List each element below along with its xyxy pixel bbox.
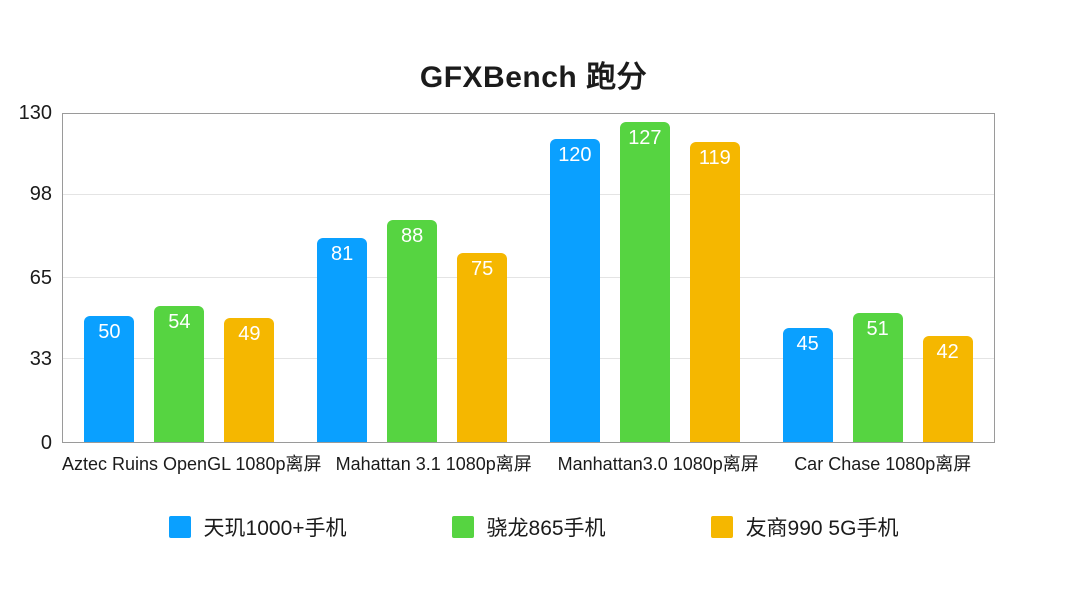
x-axis-cell: Aztec Ruins OpenGL 1080p离屏 — [62, 450, 321, 476]
y-tick-label: 0 — [40, 432, 52, 454]
bar: 127 — [619, 121, 670, 442]
bar-value-label: 120 — [558, 144, 592, 167]
x-axis-label: Aztec Ruins OpenGL 1080p离屏 — [62, 454, 322, 474]
gridline — [63, 357, 994, 359]
x-axis-cell: Mahattan 3.1 1080p离屏 — [321, 450, 546, 476]
bar-group: 81 88 75 — [296, 114, 529, 442]
legend-item: 友商990 5G手机 — [710, 512, 899, 542]
legend-label: 友商990 5G手机 — [745, 517, 899, 540]
y-axis: 0 33 65 98 130 — [0, 102, 52, 454]
y-tick-label: 130 — [18, 102, 52, 124]
bar: 45 — [782, 328, 833, 442]
y-tick-label: 98 — [29, 183, 52, 206]
bar-value-label: 88 — [401, 224, 424, 247]
bar: 51 — [852, 313, 903, 442]
bar-value-label: 45 — [796, 333, 819, 356]
x-axis-label: Mahattan 3.1 1080p离屏 — [335, 454, 532, 474]
bar-value-label: 127 — [628, 126, 662, 149]
y-tick-label: 33 — [29, 348, 52, 371]
x-axis: Aztec Ruins OpenGL 1080p离屏 Mahattan 3.1 1… — [62, 450, 995, 476]
legend-item: 天玑1000+手机 — [168, 512, 347, 542]
bar-value-label: 51 — [866, 318, 889, 341]
legend: 天玑1000+手机 骁龙865手机 友商990 5G手机 — [0, 512, 1067, 542]
gridline — [63, 277, 994, 278]
gridline — [63, 193, 994, 195]
bar: 75 — [457, 252, 508, 442]
bar-value-label: 75 — [471, 257, 494, 280]
plot-area: 50 54 49 81 88 75 120 127 119 45 51 42 — [62, 113, 995, 443]
bar: 119 — [689, 141, 740, 442]
chart-title: GFXBench 跑分 — [419, 61, 648, 94]
y-tick-label: 65 — [29, 267, 52, 289]
legend-swatch-icon — [710, 516, 733, 538]
bar: 54 — [154, 305, 205, 442]
x-axis-label: Car Chase 1080p离屏 — [794, 454, 972, 474]
bar: 120 — [549, 139, 600, 442]
bar-value-label: 49 — [238, 323, 261, 346]
bar: 50 — [84, 315, 135, 442]
bar-group: 120 127 119 — [529, 114, 762, 442]
bar-group: 50 54 49 — [63, 114, 296, 442]
bar: 42 — [922, 336, 973, 442]
legend-label: 骁龙865手机 — [486, 517, 606, 540]
legend-item: 骁龙865手机 — [451, 512, 606, 542]
bar-value-label: 81 — [331, 242, 354, 265]
bar-value-label: 119 — [698, 146, 731, 169]
bar-value-label: 42 — [936, 341, 959, 364]
bar-value-label: 50 — [98, 320, 121, 343]
bar-group: 45 51 42 — [761, 114, 994, 442]
x-axis-cell: Manhattan3.0 1080p离屏 — [546, 450, 771, 476]
bar-value-label: 54 — [168, 310, 191, 333]
legend-label: 天玑1000+手机 — [203, 517, 347, 540]
bar: 81 — [317, 237, 368, 442]
x-axis-label: Manhattan3.0 1080p离屏 — [557, 454, 759, 474]
bar-groups-layer: 50 54 49 81 88 75 120 127 119 45 51 42 — [63, 114, 994, 442]
bar: 49 — [224, 318, 275, 442]
x-axis-cell: Car Chase 1080p离屏 — [770, 450, 995, 476]
bar: 88 — [387, 219, 438, 442]
legend-swatch-icon — [451, 516, 474, 538]
legend-swatch-icon — [168, 516, 191, 538]
